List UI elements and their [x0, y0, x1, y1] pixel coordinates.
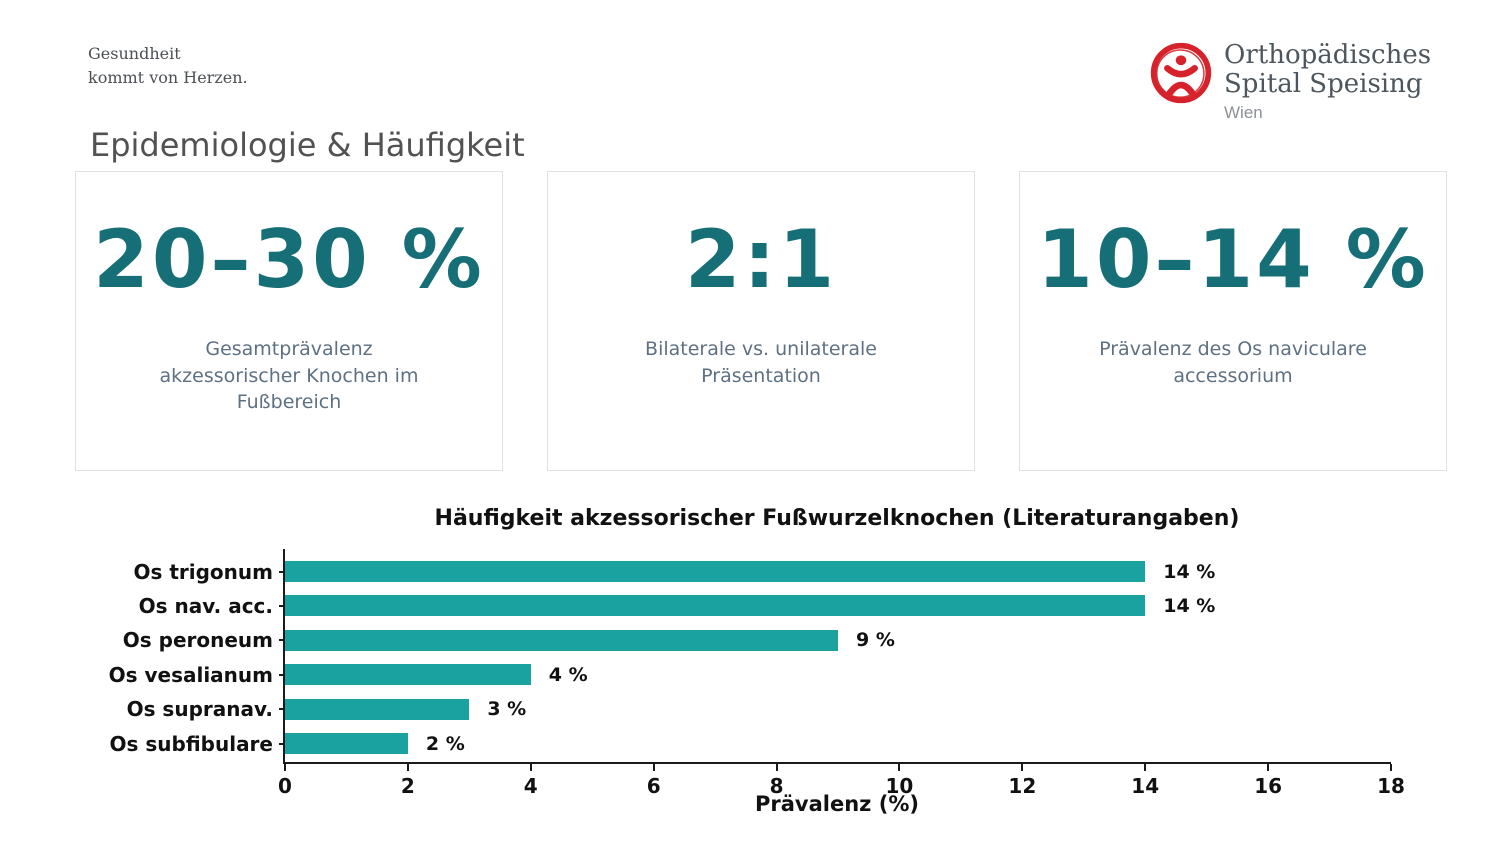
bar: [285, 698, 470, 720]
x-tick-mark: [406, 764, 409, 771]
bar-row: Os trigonum 14 %: [133, 560, 1391, 584]
stat-value: 2:1: [684, 213, 838, 306]
x-tick-mark: [652, 764, 655, 771]
chart-title: Häufigkeit akzessorischer Fußwurzelknoch…: [434, 506, 1240, 531]
chart-plot-area: Os trigonum 14 % Os nav. acc. 14 % Os perone…: [109, 549, 1405, 798]
logo-name-line2: Spital Speising: [1224, 69, 1423, 100]
x-tick-mark: [529, 764, 532, 771]
y-tick-mark: [279, 570, 285, 573]
bar: [285, 561, 1146, 582]
speising-jumping-figure-icon: [1150, 42, 1212, 104]
x-tick-label: 16: [1254, 774, 1283, 798]
y-tick-mark: [279, 708, 285, 711]
bar: [285, 664, 531, 686]
y-tick-mark: [279, 742, 285, 745]
x-tick-label: 10: [885, 774, 914, 798]
chart-x-axis-label: Prävalenz (%): [755, 792, 919, 816]
value-label: 2 %: [425, 732, 465, 755]
logo-city: Wien: [1224, 103, 1263, 123]
bar: [285, 733, 408, 754]
value-label: 3 %: [487, 698, 527, 721]
stat-label: Prävalenz des Os naviculare accessorium: [1099, 338, 1367, 387]
x-tick-mark: [1021, 764, 1024, 771]
x-tick-label: 8: [769, 774, 784, 798]
bar-row: Os peroneum 9 %: [123, 628, 1391, 652]
y-tick-mark: [279, 604, 285, 607]
logo-text: Orthopädisches Spital Speising Wien: [1224, 40, 1431, 123]
x-tick-label: 4: [523, 774, 538, 798]
bar: [285, 629, 838, 651]
bar-row: Os supranav. 3 %: [127, 697, 1391, 721]
x-tick-label: 12: [1008, 774, 1037, 798]
y-tick-mark: [279, 639, 285, 642]
stat-card-bilateral-ratio: 2:1 Bilaterale vs. unilaterale Präsentat…: [547, 171, 975, 471]
category-label: Os supranav.: [126, 697, 273, 722]
stat-card-os-naviculare: 10–14 % Prävalenz des Os naviculare acce…: [1019, 171, 1447, 471]
bar-row: Os subfibulare 2 %: [110, 732, 1391, 756]
tagline-line2: kommt von Herzen.: [88, 68, 248, 87]
hospital-logo: Orthopädisches Spital Speising Wien: [1148, 40, 1431, 123]
stat-cards-row: 20–30 % Gesamtprävalenz akzessorischer K…: [75, 171, 1447, 471]
page-title: Epidemiologie & Häufigkeit: [90, 126, 525, 164]
x-tick-mark: [1390, 764, 1392, 771]
stat-card-overall-prevalence: 20–30 % Gesamtprävalenz akzessorischer K…: [75, 171, 503, 471]
value-label: 9 %: [856, 629, 895, 652]
bar: [285, 595, 1146, 617]
x-tick-label: 0: [278, 774, 292, 798]
category-label: Os vesalianum: [108, 662, 273, 687]
category-label: Os trigonum: [133, 559, 273, 584]
tagline: Gesundheit kommt von Herzen.: [88, 42, 248, 90]
stat-value: 20–30 %: [93, 213, 485, 306]
stat-value: 10–14 %: [1037, 213, 1429, 306]
logo-name-line1: Orthopädisches: [1224, 40, 1432, 70]
category-label: Os subfibulare: [109, 731, 274, 756]
x-tick-mark: [1267, 764, 1270, 771]
stat-label: Bilaterale vs. unilaterale Präsentation: [645, 338, 877, 387]
bar-row: Os nav. acc. 14 %: [139, 594, 1391, 618]
value-label: 14 %: [1163, 594, 1216, 617]
x-tick-mark: [775, 764, 778, 771]
x-tick-label: 6: [646, 774, 661, 798]
value-label: 14 %: [1163, 560, 1216, 583]
tagline-line1: Gesundheit: [88, 44, 181, 63]
category-label: Os nav. acc.: [138, 593, 273, 618]
x-tick-mark: [1144, 764, 1147, 771]
x-tick-label: 18: [1377, 774, 1405, 798]
stat-label: Gesamtprävalenz akzessorischer Knochen i…: [159, 338, 419, 414]
category-label: Os peroneum: [122, 628, 273, 653]
x-tick-label: 2: [400, 774, 415, 798]
x-tick-mark: [898, 764, 901, 771]
x-tick-mark: [284, 764, 286, 771]
x-tick-label: 14: [1131, 774, 1160, 798]
y-tick-mark: [279, 673, 285, 676]
value-label: 4 %: [548, 663, 588, 686]
bar-row: Os vesalianum 4 %: [109, 663, 1391, 687]
